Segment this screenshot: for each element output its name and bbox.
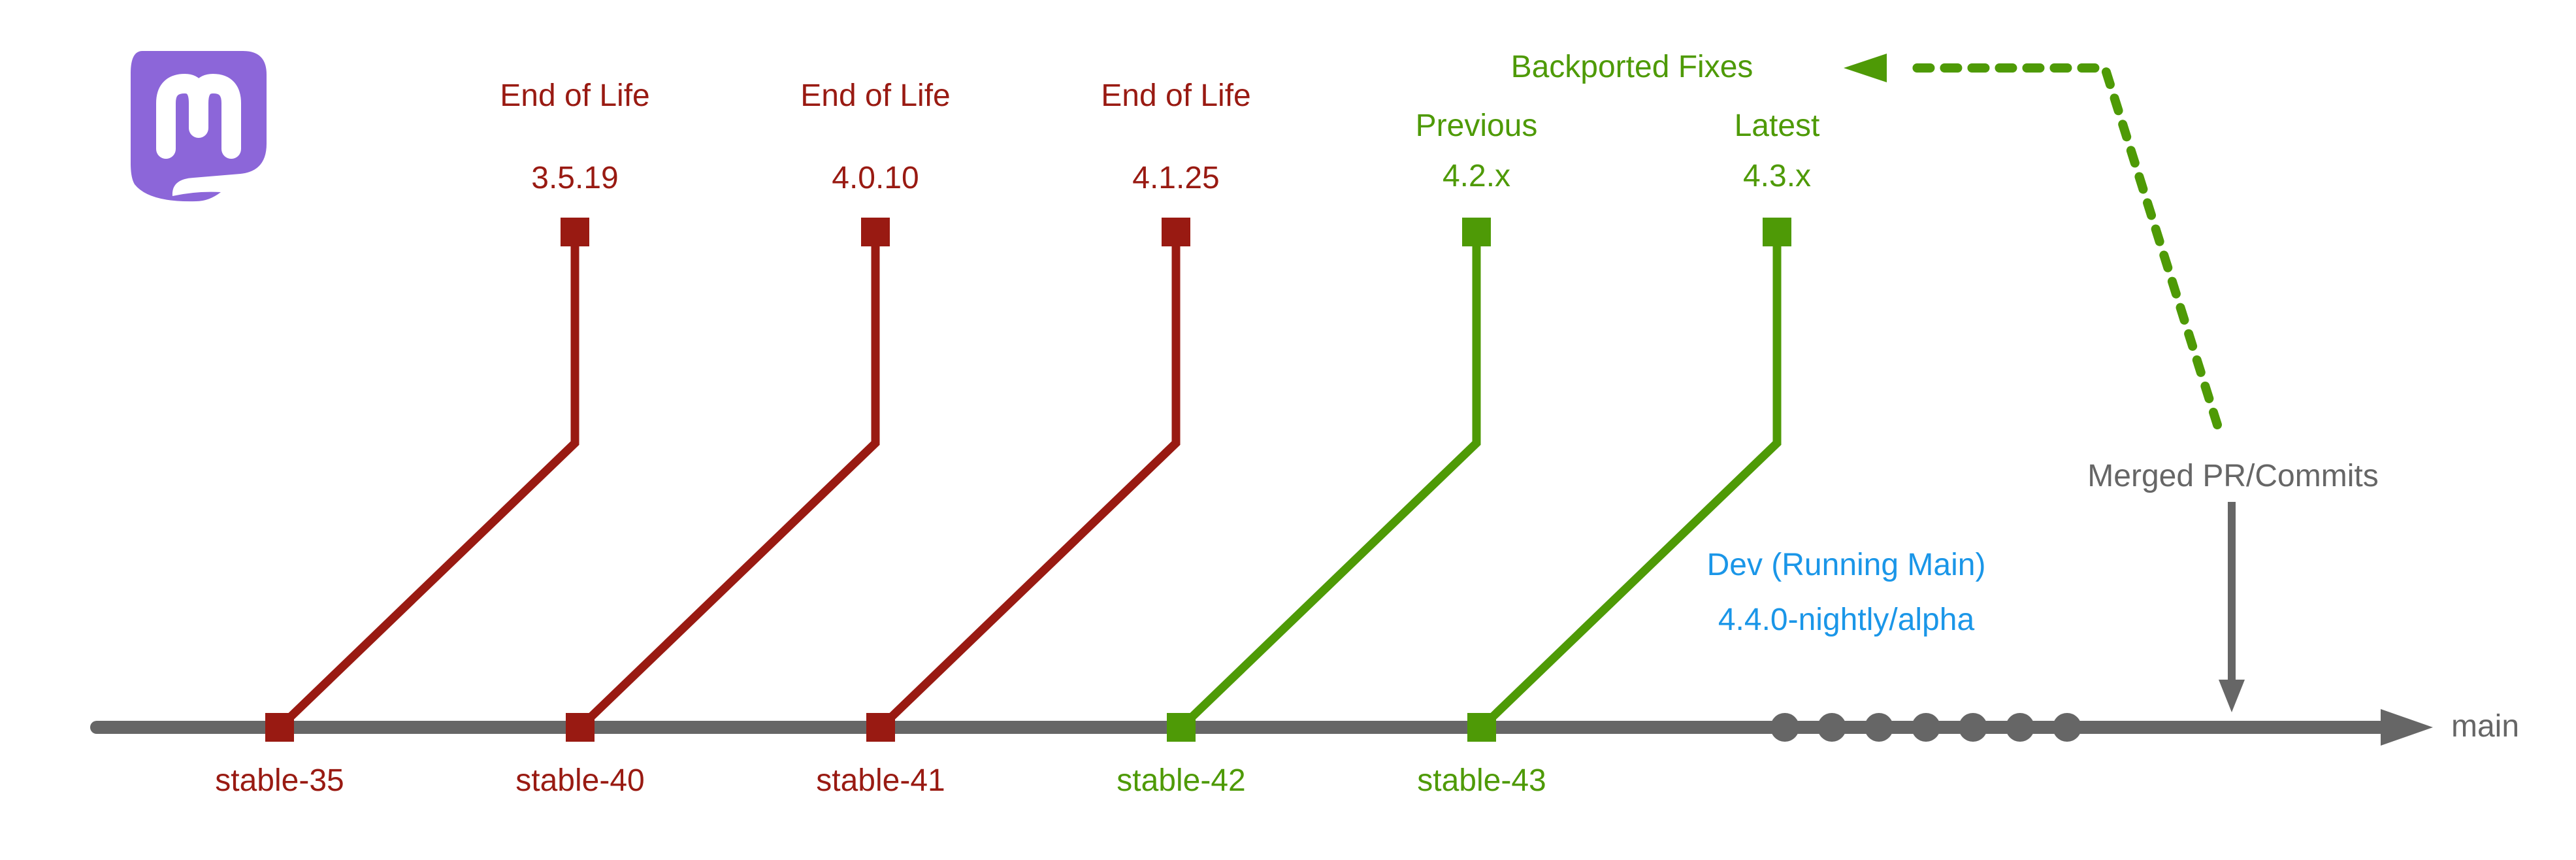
branch-version-label: 4.0.10 [832,161,919,195]
branch-status-label: End of Life [500,78,650,113]
commit-dot [1912,713,1940,742]
branch-point-stable-42 [1167,713,1196,742]
backport-label: Backported Fixes [1511,50,1753,84]
branch-name-label: stable-41 [816,763,945,798]
branch-line-stable-35 [276,232,579,731]
commit-dot [1818,713,1846,742]
branch-status-label: Latest [1735,108,1820,143]
branch-line-stable-40 [577,232,880,731]
branch-version-label: 4.2.x [1443,159,1510,193]
branch-point-stable-35 [265,713,294,742]
branch-status-label: End of Life [1101,78,1251,113]
branch-version-label: 4.1.25 [1132,161,1219,195]
branch-name-label: stable-43 [1417,763,1546,798]
release-branches: End of Life 3.5.19 End of Life 4.0.10 End of… [276,78,1820,731]
branch-line-stable-43 [1478,232,1782,731]
mastodon-logo [131,51,267,202]
release-tip-stable-43 [1763,218,1791,246]
release-tip-stable-41 [1162,218,1190,246]
commit-dot [1865,713,1893,742]
branch-point-stable-41 [866,713,895,742]
branch-point-stable-40 [566,713,595,742]
branch-line-stable-41 [877,232,1181,731]
backport-arrow-path [1903,63,2222,429]
commit-dot [1770,713,1799,742]
branch-status-label: End of Life [800,78,951,113]
dev-title: Dev (Running Main) [1707,548,1986,582]
main-label: main [2451,709,2519,744]
commit-dot [1959,713,1987,742]
branch-name-label: stable-40 [515,763,644,798]
branch-version-label: 3.5.19 [531,161,618,195]
branch-nodes: stable-35 stable-40 stable-41 stable-42 stab… [215,713,1546,798]
merged-label: Merged PR/Commits [2087,459,2378,493]
dev-version: 4.4.0-nightly/alpha [1718,603,1975,637]
mastodon-m-glyph [156,74,241,159]
branch-line-stable-42 [1178,232,1481,731]
merged-arrow-head [2219,680,2245,712]
commit-dot [2006,713,2034,742]
commit-dot [2053,713,2081,742]
branch-name-label: stable-42 [1117,763,1245,798]
branch-name-label: stable-35 [215,763,344,798]
release-tip-stable-40 [861,218,890,246]
backport-arrow-head [1844,54,1887,82]
branch-status-label: Previous [1416,108,1538,143]
main-branch: main [90,709,2519,746]
release-tip-stable-42 [1462,218,1491,246]
main-arrowhead [2381,709,2433,746]
release-tip-stable-35 [561,218,589,246]
dev-commit-dots [1770,713,2081,742]
branch-version-label: 4.3.x [1743,159,1811,193]
branch-point-stable-43 [1467,713,1496,742]
